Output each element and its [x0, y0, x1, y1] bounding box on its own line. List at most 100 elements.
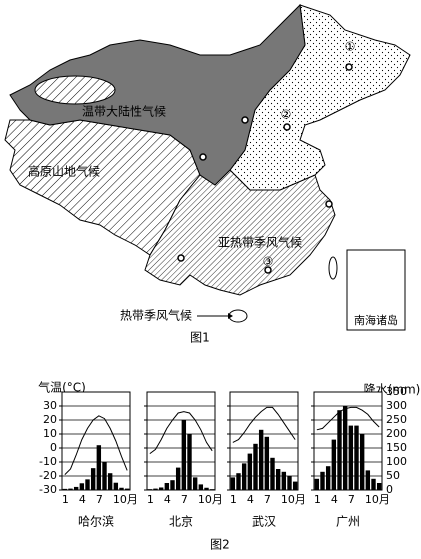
x-tick-label: 10月 — [198, 493, 223, 506]
temperature-line — [232, 406, 296, 443]
bar — [85, 479, 90, 490]
bar — [275, 469, 281, 490]
caption: 图2 — [210, 538, 230, 552]
plot-frame — [146, 391, 216, 491]
bar — [73, 486, 79, 490]
bar — [292, 481, 298, 490]
temperature-line — [149, 411, 213, 455]
bar — [90, 468, 96, 490]
bar — [264, 436, 270, 490]
plot-frame — [229, 391, 299, 491]
y-tick-label: -10 — [39, 455, 57, 468]
y-tick-label: 0 — [50, 441, 57, 454]
x-tick-label: 4 — [247, 493, 254, 506]
bar — [170, 480, 175, 490]
inset-label-bg — [349, 314, 403, 328]
x-tick-label: 4 — [79, 493, 86, 506]
bar — [181, 420, 187, 490]
bar — [198, 484, 204, 490]
map-label: 高原山地气候 — [28, 164, 100, 179]
y2-tick-label: 50 — [386, 469, 400, 482]
map: 温带大陆性气候 高原山地气候 亚热带季风气候 热带季风气候 ① ② ③ 南海诸岛… — [4, 3, 411, 345]
bar — [230, 477, 236, 490]
bar — [164, 483, 170, 490]
y2-tick-label: 250 — [386, 413, 407, 426]
x-tick-label: 10月 — [281, 493, 306, 506]
basin — [34, 75, 116, 105]
x-tick-label: 7 — [264, 493, 271, 506]
y2-tick-label: 100 — [386, 455, 407, 468]
bar — [241, 463, 247, 490]
y2-tick-label: 300 — [386, 399, 407, 412]
bar — [376, 483, 382, 490]
bar — [365, 470, 371, 490]
x-tick-label: 10月 — [113, 493, 138, 506]
left-axis-label: 气温(°C) — [38, 380, 86, 395]
bar — [79, 483, 85, 490]
x-tick-label: 1 — [147, 493, 154, 506]
y2-tick-label: 350 — [386, 385, 407, 398]
bar — [107, 473, 113, 490]
x-tick-label: 4 — [331, 493, 338, 506]
x-tick-label: 7 — [181, 493, 188, 506]
marker: ③ — [263, 255, 274, 269]
bar — [354, 425, 359, 490]
bar — [119, 487, 124, 490]
bar — [253, 443, 258, 490]
x-tick-label: 4 — [164, 493, 171, 506]
bar — [153, 488, 158, 490]
bar — [96, 445, 102, 490]
bar — [320, 471, 325, 490]
bar — [68, 488, 73, 490]
city-dots — [177, 63, 353, 274]
x-tick-label: 1 — [314, 493, 321, 506]
y2-tick-label: 0 — [386, 483, 393, 496]
y2-tick-label: 150 — [386, 441, 407, 454]
bar — [102, 462, 107, 490]
bar — [281, 471, 287, 490]
bar — [147, 489, 153, 490]
plot-frame — [61, 391, 131, 491]
bar — [348, 425, 354, 490]
bar — [209, 489, 215, 490]
marker: ① — [345, 40, 356, 54]
bar — [236, 473, 241, 490]
bar — [270, 457, 275, 490]
map-label: 热带季风气候 — [120, 308, 192, 323]
continental-region — [9, 3, 306, 186]
taiwan — [328, 256, 338, 280]
bar — [247, 453, 253, 490]
bar — [187, 434, 192, 490]
bar — [113, 482, 119, 490]
y-tick-label: -20 — [39, 469, 57, 482]
bar — [325, 466, 331, 490]
x-tick-label: 1 — [230, 493, 237, 506]
chart-title: 武汉 — [252, 515, 276, 529]
bar — [258, 429, 264, 490]
bar — [287, 476, 292, 490]
x-tick-label: 7 — [348, 493, 355, 506]
y2-tick-label: 200 — [386, 427, 407, 440]
bar — [359, 434, 365, 490]
map-label: 温带大陆性气候 — [82, 104, 166, 119]
y-tick-label: 30 — [43, 399, 57, 412]
arrow-head — [228, 313, 233, 319]
bar — [192, 477, 198, 490]
y-tick-label: -30 — [39, 483, 57, 496]
bar — [204, 487, 209, 490]
chart-title: 北京 — [169, 515, 193, 529]
x-tick-label: 10月 — [365, 493, 390, 506]
x-tick-label: 7 — [96, 493, 103, 506]
bar — [158, 487, 164, 490]
temperature-line — [64, 415, 128, 475]
y-tick-label: 20 — [43, 413, 57, 426]
y-tick-label: 10 — [43, 427, 57, 440]
bar — [342, 406, 348, 490]
bar — [331, 439, 337, 490]
x-tick-label: 1 — [62, 493, 69, 506]
bar — [314, 478, 320, 490]
chart-title: 哈尔滨 — [78, 514, 114, 529]
bar — [371, 478, 376, 490]
marker: ② — [281, 108, 292, 122]
